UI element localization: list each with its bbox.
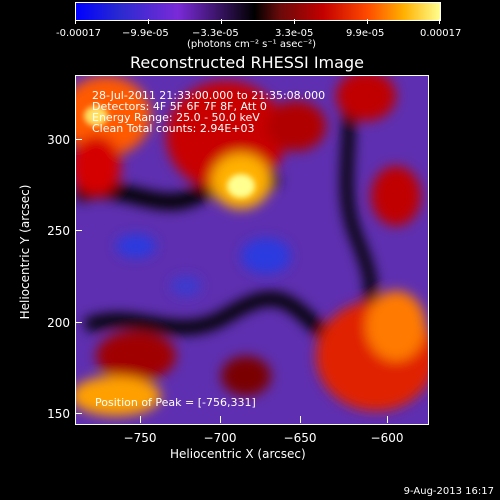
overlay-line: Detectors: 4F 5F 6F 7F 8F, Att 0 [92, 100, 267, 113]
colorbar-tick-label: -0.00017 [56, 28, 101, 39]
x-tick-label: −750 [123, 431, 157, 445]
colorbar-tick-label: 9.9e-05 [346, 28, 385, 39]
colorbar-unit-label: (photons cm⁻² s⁻¹ asec⁻²) [187, 39, 317, 50]
y-tick-label: 150 [47, 407, 70, 421]
colorbar-tickmarks [75, 19, 441, 25]
colorbar-tick-label: −3.3e-05 [192, 28, 239, 39]
y-axis-tickmarks [75, 75, 83, 425]
colorbar-tick-label: 0.00017 [420, 28, 462, 39]
colorbar-tick-label: 3.3e-05 [275, 28, 314, 39]
overlay-line: 28-Jul-2011 21:33:00.000 to 21:35:08.000 [92, 89, 326, 102]
x-tick-label: −700 [203, 431, 237, 445]
x-tick-label: −650 [283, 431, 317, 445]
colorbar-gradient [76, 3, 440, 20]
y-axis-label: Heliocentric Y (arcsec) [18, 184, 32, 320]
peak-position-text: Position of Peak = [-756,331] [95, 396, 256, 409]
overlay-line: Energy Range: 25.0 - 50.0 keV [92, 111, 260, 124]
colorbar-tick-label: −9.9e-05 [122, 28, 169, 39]
x-tick-label: −600 [370, 431, 404, 445]
y-tick-label: 250 [47, 224, 70, 238]
image-frame [75, 75, 429, 425]
y-tick-label: 200 [47, 316, 70, 330]
overlay-line: Clean Total counts: 2.94E+03 [92, 122, 255, 135]
y-tick-label: 300 [47, 133, 70, 147]
rhessi-image [76, 76, 428, 424]
plot-title: Reconstructed RHESSI Image [130, 53, 364, 72]
x-axis-label: Heliocentric X (arcsec) [170, 447, 306, 461]
x-axis-tickmarks [75, 416, 429, 424]
colorbar [75, 2, 441, 21]
footer-date: 9-Aug-2013 16:17 [403, 486, 494, 497]
